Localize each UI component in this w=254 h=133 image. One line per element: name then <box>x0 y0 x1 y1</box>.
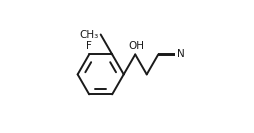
Text: F: F <box>86 41 92 51</box>
Text: OH: OH <box>128 41 144 51</box>
Text: N: N <box>177 49 185 59</box>
Text: CH₃: CH₃ <box>80 30 99 40</box>
